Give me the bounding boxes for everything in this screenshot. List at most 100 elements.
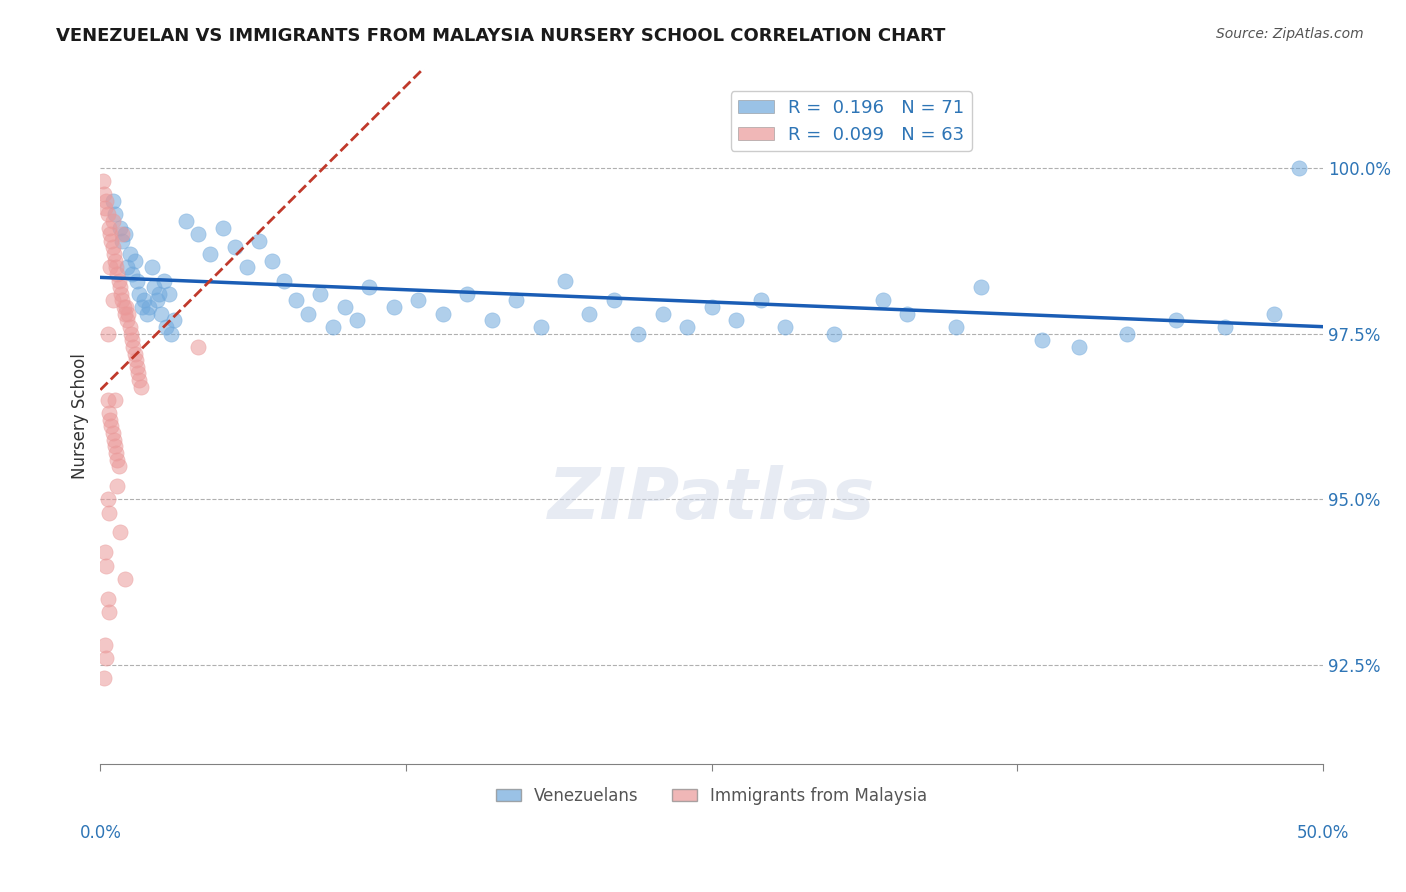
Point	[94, 201, 117, 215]
Text: Source: ZipAtlas.com: Source: ZipAtlas.com	[1216, 27, 1364, 41]
Point	[96, 651, 118, 665]
Point	[110, 286, 132, 301]
Point	[285, 293, 308, 308]
Point	[107, 479, 129, 493]
Point	[97, 591, 120, 606]
Point	[773, 320, 796, 334]
Point	[105, 260, 128, 275]
Point	[97, 605, 120, 619]
Point	[211, 220, 233, 235]
Point	[124, 253, 146, 268]
Point	[1288, 161, 1310, 175]
Point	[101, 240, 124, 254]
Point	[121, 267, 143, 281]
Point	[98, 227, 121, 242]
Point	[346, 313, 368, 327]
Point	[125, 353, 148, 368]
Point	[98, 260, 121, 275]
Point	[700, 300, 723, 314]
Point	[97, 492, 120, 507]
Point	[124, 346, 146, 360]
Point	[224, 240, 246, 254]
Point	[872, 293, 894, 308]
Point	[187, 340, 209, 354]
Point	[120, 326, 142, 341]
Point	[111, 234, 134, 248]
Point	[101, 425, 124, 440]
Point	[627, 326, 650, 341]
Point	[97, 207, 120, 221]
Point	[104, 207, 127, 221]
Point	[115, 300, 138, 314]
Point	[456, 286, 478, 301]
Point	[128, 373, 150, 387]
Point	[107, 267, 129, 281]
Point	[117, 260, 139, 275]
Point	[309, 286, 332, 301]
Point	[141, 260, 163, 275]
Text: ZIPatlas: ZIPatlas	[548, 466, 876, 534]
Point	[129, 379, 152, 393]
Point	[101, 194, 124, 208]
Point	[725, 313, 748, 327]
Text: 50.0%: 50.0%	[1296, 824, 1350, 842]
Point	[187, 227, 209, 242]
Point	[100, 234, 122, 248]
Point	[131, 300, 153, 314]
Point	[155, 320, 177, 334]
Point	[122, 340, 145, 354]
Point	[103, 433, 125, 447]
Point	[150, 307, 173, 321]
Point	[104, 253, 127, 268]
Point	[111, 227, 134, 242]
Point	[108, 220, 131, 235]
Point	[112, 300, 135, 314]
Point	[823, 326, 845, 341]
Point	[297, 307, 319, 321]
Text: 0.0%: 0.0%	[79, 824, 121, 842]
Point	[236, 260, 259, 275]
Point	[200, 247, 222, 261]
Point	[382, 300, 405, 314]
Text: VENEZUELAN VS IMMIGRANTS FROM MALAYSIA NURSERY SCHOOL CORRELATION CHART: VENEZUELAN VS IMMIGRANTS FROM MALAYSIA N…	[56, 27, 946, 45]
Point	[118, 247, 141, 261]
Point	[128, 286, 150, 301]
Point	[121, 333, 143, 347]
Point	[163, 313, 186, 327]
Point	[174, 214, 197, 228]
Point	[676, 320, 699, 334]
Point	[1166, 313, 1188, 327]
Point	[93, 187, 115, 202]
Point	[117, 313, 139, 327]
Point	[160, 326, 183, 341]
Point	[1067, 340, 1090, 354]
Point	[505, 293, 527, 308]
Point	[945, 320, 967, 334]
Point	[94, 638, 117, 652]
Point	[145, 293, 167, 308]
Point	[273, 274, 295, 288]
Point	[100, 419, 122, 434]
Point	[111, 293, 134, 308]
Point	[1031, 333, 1053, 347]
Point	[97, 326, 120, 341]
Point	[529, 320, 551, 334]
Point	[554, 274, 576, 288]
Point	[970, 280, 993, 294]
Point	[1263, 307, 1285, 321]
Point	[104, 392, 127, 407]
Point	[97, 220, 120, 235]
Point	[157, 286, 180, 301]
Point	[98, 413, 121, 427]
Point	[114, 227, 136, 242]
Point	[107, 452, 129, 467]
Point	[406, 293, 429, 308]
Point	[260, 253, 283, 268]
Point	[651, 307, 673, 321]
Point	[94, 545, 117, 559]
Point	[108, 525, 131, 540]
Point	[1116, 326, 1139, 341]
Point	[127, 367, 149, 381]
Point	[749, 293, 772, 308]
Point	[125, 274, 148, 288]
